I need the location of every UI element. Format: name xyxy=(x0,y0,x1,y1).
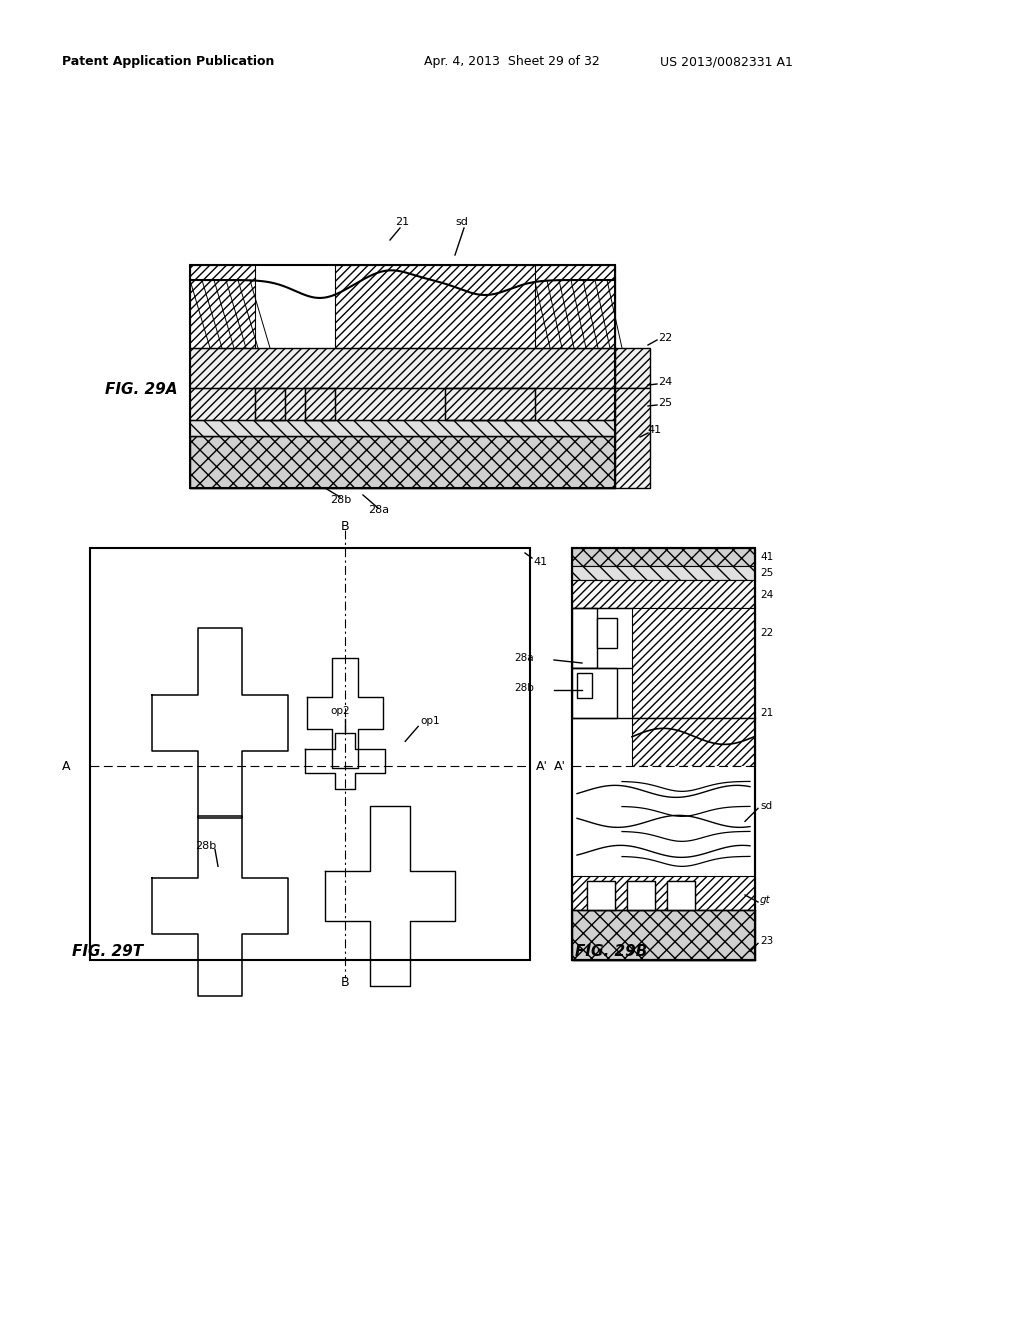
Text: A: A xyxy=(61,760,70,774)
Bar xyxy=(190,436,615,488)
Text: 24: 24 xyxy=(658,378,672,387)
Text: 21: 21 xyxy=(395,216,410,227)
Text: Patent Application Publication: Patent Application Publication xyxy=(62,55,274,69)
Bar xyxy=(572,876,755,909)
Bar xyxy=(572,909,755,960)
Bar xyxy=(667,882,695,909)
Bar xyxy=(190,265,255,348)
Text: 28a: 28a xyxy=(368,506,389,515)
Text: 25: 25 xyxy=(760,568,773,578)
Text: 24: 24 xyxy=(760,590,773,601)
Text: sd: sd xyxy=(760,801,772,812)
Text: US 2013/0082331 A1: US 2013/0082331 A1 xyxy=(660,55,793,69)
Bar xyxy=(572,548,755,960)
Bar xyxy=(190,265,615,348)
Bar xyxy=(90,548,530,960)
Bar xyxy=(615,348,650,388)
Text: 22: 22 xyxy=(760,628,773,638)
Text: op2: op2 xyxy=(331,706,350,717)
Bar xyxy=(190,265,615,488)
Text: FIG. 29T: FIG. 29T xyxy=(72,945,143,960)
Bar xyxy=(445,388,535,420)
Bar xyxy=(572,548,755,566)
Bar xyxy=(587,882,615,909)
Text: FIG. 29A: FIG. 29A xyxy=(105,383,177,397)
Bar xyxy=(335,265,615,348)
Text: A': A' xyxy=(554,760,566,774)
Bar xyxy=(535,265,615,348)
Text: A': A' xyxy=(536,760,548,774)
Text: 28b: 28b xyxy=(514,682,534,693)
Text: sd: sd xyxy=(455,216,468,227)
Bar xyxy=(572,668,617,718)
Text: 28b: 28b xyxy=(330,495,351,506)
Bar xyxy=(577,673,592,698)
Text: 28a: 28a xyxy=(514,653,534,663)
Bar xyxy=(587,882,615,909)
Text: 25: 25 xyxy=(658,399,672,408)
Text: FIG. 29B: FIG. 29B xyxy=(575,945,647,960)
Bar xyxy=(627,882,655,909)
Text: 28b: 28b xyxy=(195,841,216,851)
Text: gt: gt xyxy=(760,895,771,906)
Text: op1: op1 xyxy=(420,717,440,726)
Bar xyxy=(627,882,655,909)
Bar xyxy=(255,388,285,420)
Bar xyxy=(255,388,285,420)
Bar xyxy=(190,348,615,388)
Text: B: B xyxy=(341,975,349,989)
Bar xyxy=(572,609,597,668)
Bar xyxy=(572,882,755,909)
Text: 21: 21 xyxy=(760,708,773,718)
Bar xyxy=(305,388,335,420)
Bar xyxy=(667,882,695,909)
Bar xyxy=(190,388,615,420)
Text: 23: 23 xyxy=(760,936,773,946)
Text: 22: 22 xyxy=(658,333,672,343)
Bar xyxy=(632,718,755,767)
Bar xyxy=(572,566,755,579)
Bar xyxy=(572,548,755,960)
Text: 41: 41 xyxy=(534,557,547,568)
Text: 41: 41 xyxy=(760,552,773,562)
Bar xyxy=(572,579,755,609)
Text: 41: 41 xyxy=(647,425,662,436)
Bar xyxy=(190,420,615,436)
Bar xyxy=(597,618,617,648)
Text: Apr. 4, 2013  Sheet 29 of 32: Apr. 4, 2013 Sheet 29 of 32 xyxy=(424,55,600,69)
Bar xyxy=(572,767,755,841)
Bar xyxy=(615,388,650,488)
Bar xyxy=(632,609,755,718)
Bar xyxy=(445,388,535,420)
Text: B: B xyxy=(341,520,349,532)
Bar xyxy=(305,388,335,420)
